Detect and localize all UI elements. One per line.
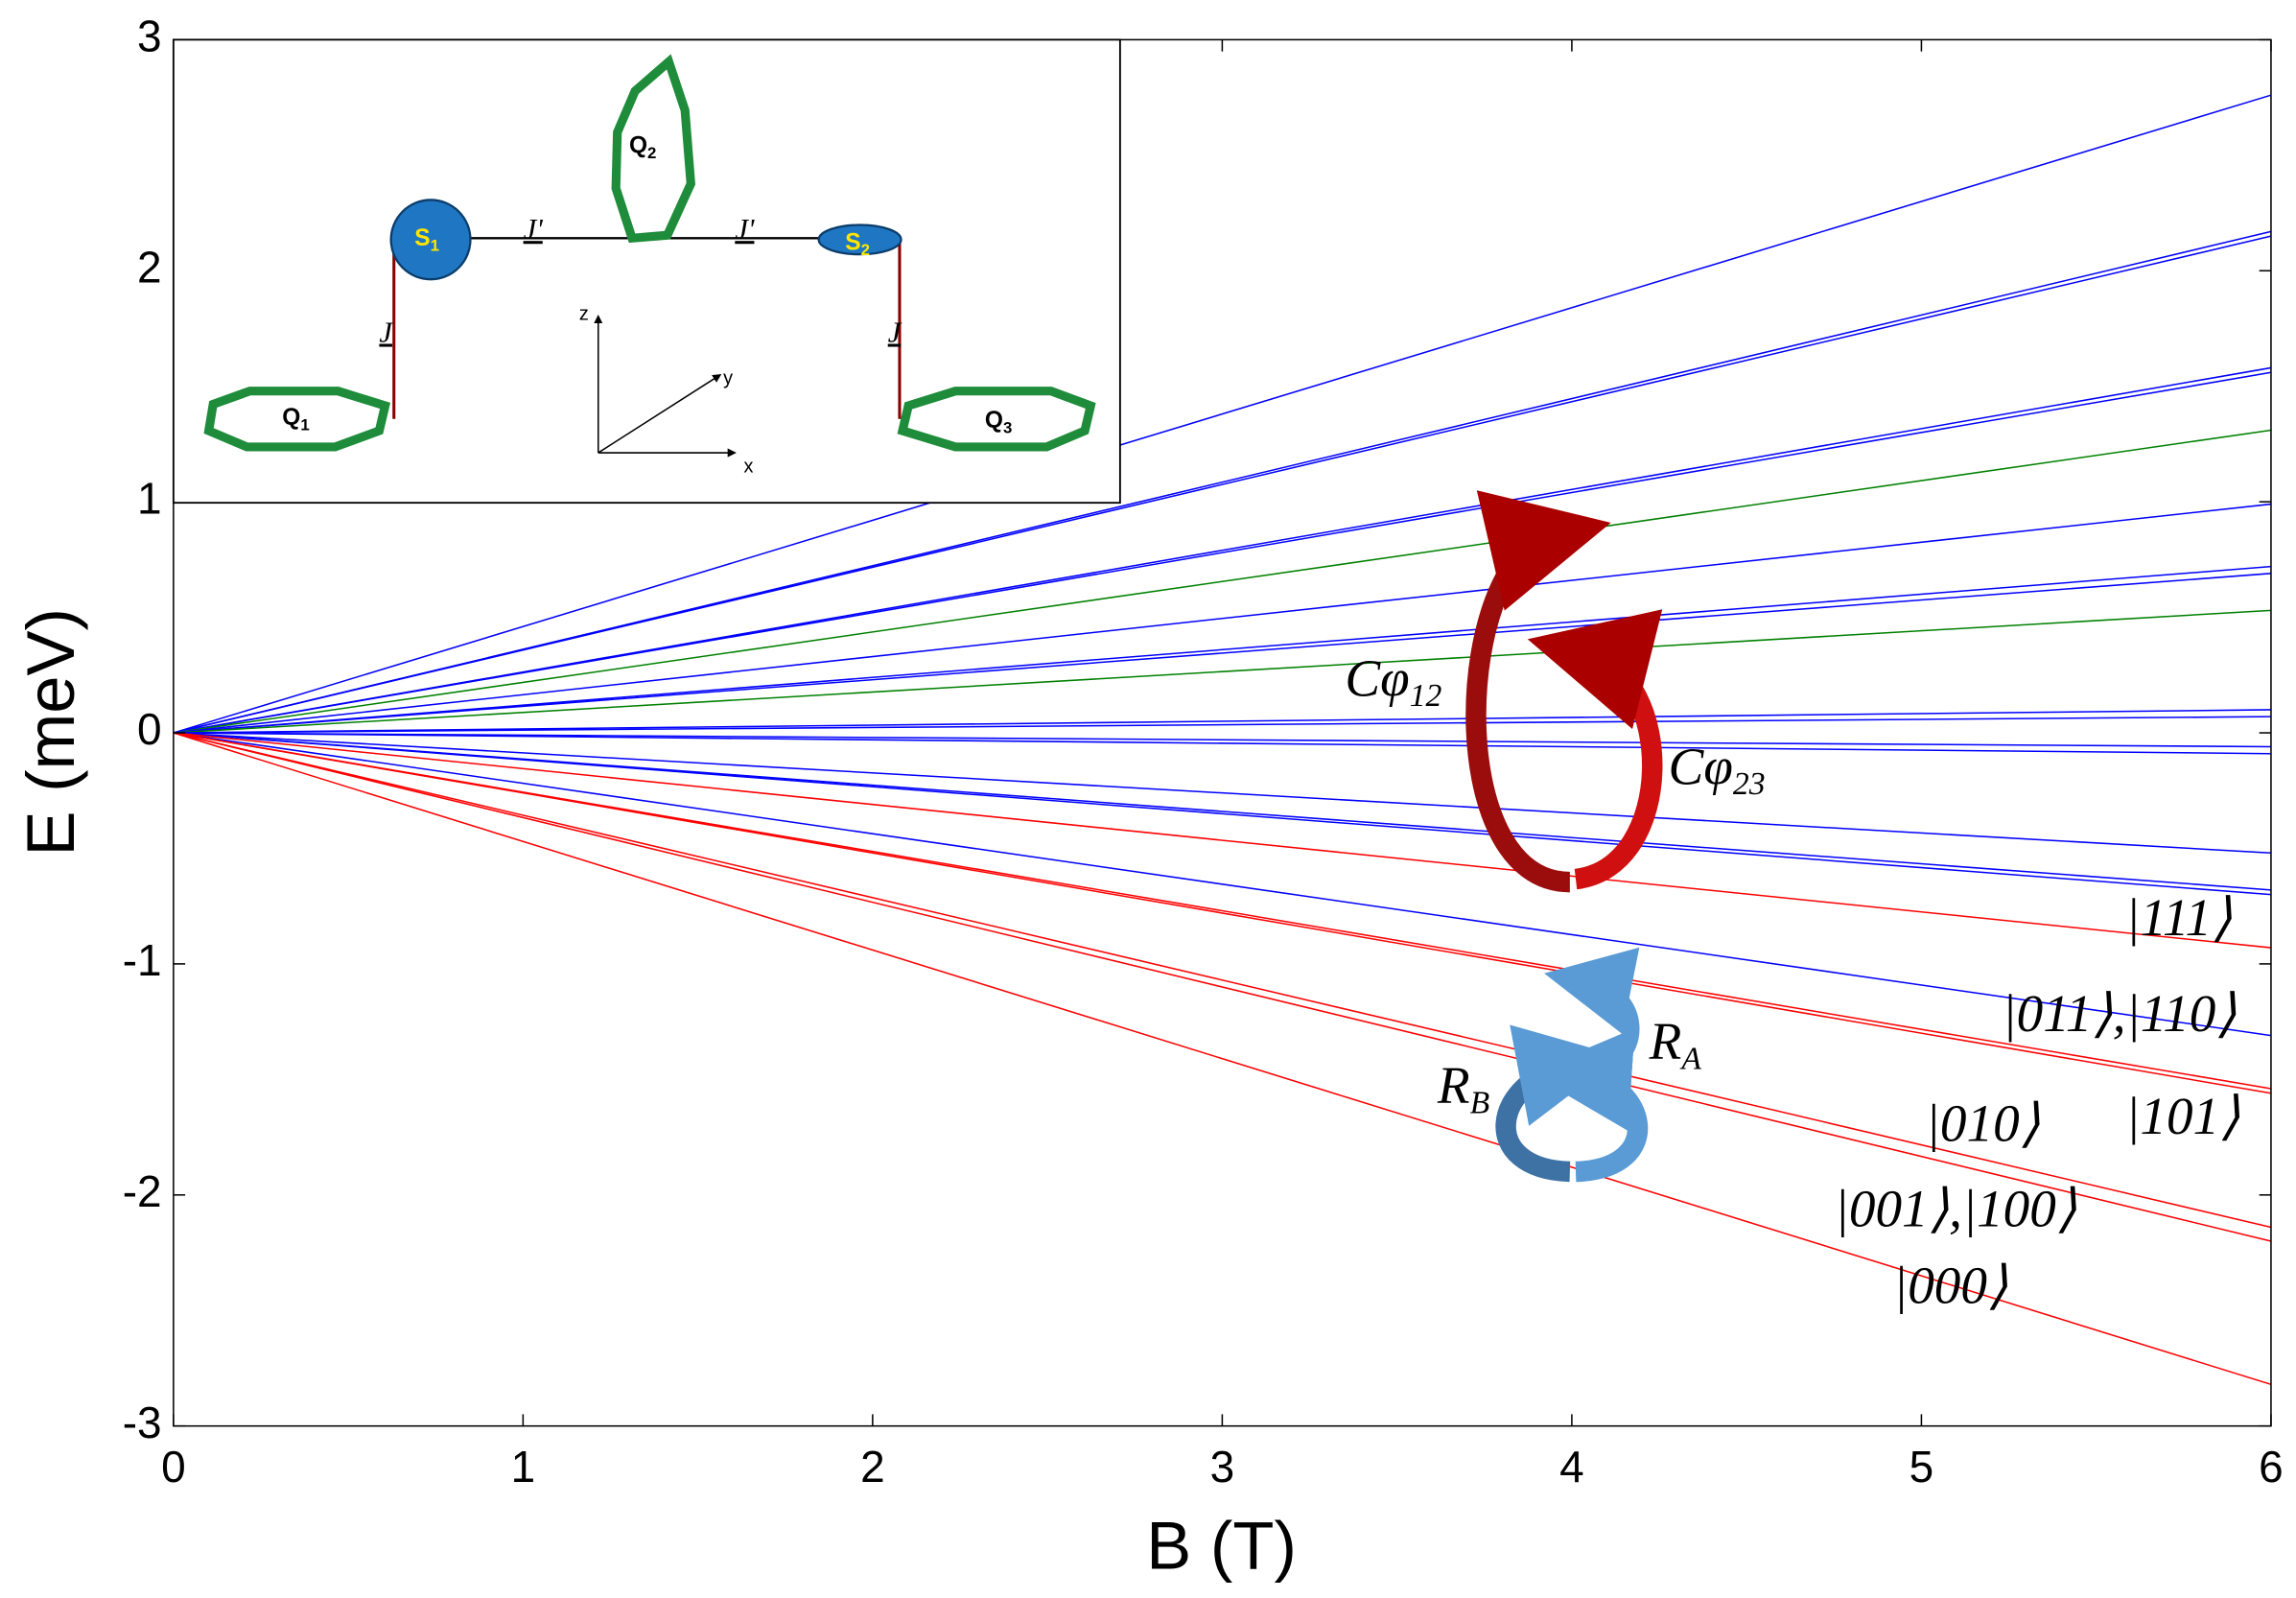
series-line — [173, 235, 2272, 734]
annotation: Cφ — [1669, 737, 1733, 795]
series-line — [173, 732, 2271, 855]
y-tick-label: 0 — [137, 704, 162, 754]
svg-text:Cφ12: Cφ12 — [1345, 648, 1441, 713]
series-line — [173, 732, 2272, 1229]
series-line — [173, 371, 2272, 734]
y-axis-label: E (meV) — [12, 608, 88, 857]
series-line — [173, 732, 2272, 1037]
annotation: R — [1437, 1056, 1470, 1115]
x-tick-label: 0 — [161, 1442, 186, 1492]
annotation: 23 — [1733, 766, 1766, 802]
inset-axis-label: z — [579, 303, 589, 324]
series-line — [173, 429, 2272, 734]
inset: Q1 Q2 Q3 S1 S2 J' J' J J z y x — [172, 38, 1121, 505]
x-axis-label: B (T) — [1146, 1508, 1297, 1584]
y-tick-label: -3 — [123, 1398, 162, 1447]
svg-text:Q1: Q1 — [282, 405, 309, 435]
series-line — [173, 732, 2272, 949]
annotation: 12 — [1410, 678, 1442, 714]
state-label: |011⟩,|110⟩ — [2002, 984, 2236, 1043]
y-tick-label: 3 — [137, 12, 162, 61]
annotation: R — [1649, 1012, 1682, 1070]
inset-label: 3 — [1003, 419, 1012, 437]
inset-axis-label: y — [723, 368, 733, 389]
arrows — [1465, 490, 1663, 1183]
series-line — [173, 732, 2272, 1386]
svg-text:S2: S2 — [845, 230, 870, 260]
svg-text:Q3: Q3 — [985, 408, 1012, 437]
inset-label: 1 — [300, 416, 309, 435]
inset-label: S — [414, 225, 430, 251]
inset-label: 1 — [431, 237, 439, 255]
series-line — [173, 573, 2272, 734]
y-tick-label: -2 — [123, 1166, 162, 1216]
inset-label: J — [888, 316, 902, 348]
inset-label: J — [379, 316, 393, 348]
x-tick-label: 5 — [1909, 1442, 1934, 1492]
y-tick-label: 1 — [137, 473, 162, 523]
inset-label: J' — [735, 213, 755, 246]
inset-axis-label: x — [744, 457, 754, 478]
series-line — [173, 732, 2272, 891]
svg-text:RA: RA — [1649, 1012, 1702, 1076]
svg-text:Q2: Q2 — [629, 133, 656, 163]
x-tick-label: 2 — [860, 1442, 885, 1492]
x-tick-label: 3 — [1210, 1442, 1235, 1492]
series-line — [173, 503, 2272, 734]
x-tick-label: 6 — [2259, 1442, 2284, 1492]
series-line — [173, 565, 2272, 734]
series-line — [173, 709, 2271, 734]
series-line — [173, 609, 2271, 734]
series-line — [173, 732, 2272, 1090]
series-line — [173, 366, 2272, 734]
series-line — [173, 732, 2271, 748]
state-label: |000⟩ — [1893, 1256, 2007, 1314]
series-line — [173, 94, 2272, 734]
plot-lines — [173, 94, 2272, 1386]
inset-label: Q — [985, 408, 1003, 434]
annotation: Cφ — [1345, 648, 1409, 707]
series-line — [173, 716, 2271, 734]
series-line — [173, 732, 2272, 1094]
series-line — [173, 230, 2272, 734]
x-tick-label: 4 — [1559, 1442, 1584, 1492]
inset-label: J' — [524, 213, 544, 246]
inset-label: S — [845, 230, 860, 256]
inset-label: Q — [282, 405, 300, 431]
series-line — [173, 732, 2272, 896]
y-tick-label: 2 — [137, 242, 162, 292]
series-line — [173, 732, 2272, 1242]
svg-text:Cφ23: Cφ23 — [1669, 737, 1766, 801]
annotation: A — [1679, 1041, 1701, 1076]
state-label: |010⟩ — [1926, 1094, 2040, 1153]
inset-label: 2 — [647, 144, 656, 162]
y-tick-label: -1 — [123, 935, 162, 985]
annotation: B — [1470, 1085, 1490, 1120]
svg-text:S1: S1 — [414, 225, 439, 255]
series-line — [173, 732, 2271, 755]
x-tick-label: 1 — [511, 1442, 536, 1492]
inset-label: Q — [629, 133, 647, 159]
state-label: |111⟩ — [2125, 888, 2232, 947]
inset-label: 2 — [861, 242, 870, 260]
state-label: |001⟩,|100⟩ — [1835, 1180, 2077, 1238]
svg-text:RB: RB — [1437, 1056, 1489, 1120]
state-label: |101⟩ — [2125, 1087, 2239, 1145]
